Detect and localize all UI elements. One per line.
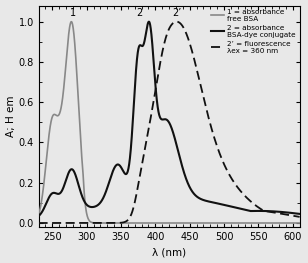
Y-axis label: A; H em: A; H em xyxy=(6,95,16,137)
Text: 1: 1 xyxy=(70,8,76,18)
Legend: 1 = absorbance
free BSA, 2 = absorbance
BSA-dye conjugate, 2’ = fluorescence
λex: 1 = absorbance free BSA, 2 = absorbance … xyxy=(211,9,296,54)
Text: 2: 2 xyxy=(136,8,143,18)
X-axis label: λ (nm): λ (nm) xyxy=(152,247,186,257)
Text: 2’: 2’ xyxy=(172,8,182,18)
